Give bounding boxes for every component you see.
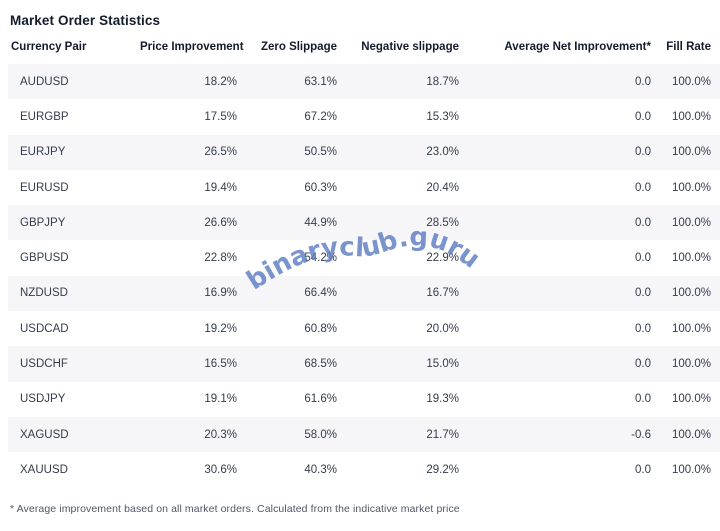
cell-zero-slippage: 66.4%: [304, 287, 337, 300]
cell-price-improvement: 26.6%: [204, 216, 237, 229]
column-header-currency-pair: Currency Pair: [11, 41, 87, 53]
cell-price-improvement: 19.2%: [204, 322, 237, 335]
table-row: XAUUSD 30.6% 40.3% 29.2% 0.0 100.0%: [8, 452, 720, 487]
table-row: NZDUSD 16.9% 66.4% 16.7% 0.0 100.0%: [8, 275, 720, 312]
cell-negative-slippage: 19.3%: [426, 393, 459, 406]
table-row: USDJPY 19.1% 61.6% 19.3% 0.0 100.0%: [8, 382, 720, 417]
cell-negative-slippage: 15.3%: [426, 110, 459, 123]
cell-fill-rate: 100.0%: [671, 393, 711, 406]
cell-currency-pair: XAGUSD: [20, 428, 69, 441]
table-row: GBPUSD 22.8% 54.2% 22.9% 0.0 100.0%: [8, 240, 720, 275]
column-header-avg-net-improvement: Average Net Improvement*: [504, 41, 651, 53]
cell-zero-slippage: 44.9%: [304, 216, 337, 229]
cell-currency-pair: GBPUSD: [20, 252, 69, 265]
cell-fill-rate: 100.0%: [671, 358, 711, 371]
cell-zero-slippage: 60.8%: [304, 322, 337, 335]
table-row: EURUSD 19.4% 60.3% 20.4% 0.0 100.0%: [8, 170, 720, 205]
table-row: EURJPY 26.5% 50.5% 23.0% 0.0 100.0%: [8, 134, 720, 170]
cell-negative-slippage: 29.2%: [426, 463, 459, 476]
cell-negative-slippage: 23.0%: [426, 146, 459, 159]
cell-zero-slippage: 58.0%: [304, 428, 337, 441]
table-header-row: Currency Pair Price Improvement Zero Sli…: [8, 36, 720, 64]
page-title: Market Order Statistics: [10, 13, 161, 28]
cell-fill-rate: 100.0%: [671, 216, 711, 229]
cell-negative-slippage: 22.9%: [426, 252, 459, 265]
cell-fill-rate: 100.0%: [671, 428, 711, 441]
cell-avg-net-improvement: 0.0: [635, 146, 651, 159]
table-row: AUDUSD 18.2% 63.1% 18.7% 0.0 100.0%: [8, 64, 720, 100]
cell-zero-slippage: 60.3%: [304, 181, 337, 194]
cell-fill-rate: 100.0%: [671, 110, 711, 123]
cell-fill-rate: 100.0%: [671, 252, 711, 265]
cell-zero-slippage: 63.1%: [304, 75, 337, 88]
cell-price-improvement: 20.3%: [204, 428, 237, 441]
cell-currency-pair: GBPJPY: [20, 216, 66, 229]
cell-avg-net-improvement: 0.0: [635, 393, 651, 406]
market-order-statistics-table: Currency Pair Price Improvement Zero Sli…: [8, 36, 720, 488]
table-row: USDCAD 19.2% 60.8% 20.0% 0.0 100.0%: [8, 311, 720, 346]
column-header-negative-slippage: Negative slippage: [361, 41, 459, 53]
cell-negative-slippage: 16.7%: [426, 287, 459, 300]
cell-currency-pair: USDCHF: [20, 358, 68, 371]
cell-zero-slippage: 50.5%: [304, 146, 337, 159]
cell-zero-slippage: 61.6%: [304, 393, 337, 406]
cell-currency-pair: NZDUSD: [20, 287, 68, 300]
cell-fill-rate: 100.0%: [671, 181, 711, 194]
cell-avg-net-improvement: -0.6: [631, 428, 651, 441]
cell-avg-net-improvement: 0.0: [635, 216, 651, 229]
cell-zero-slippage: 67.2%: [304, 110, 337, 123]
cell-zero-slippage: 68.5%: [304, 358, 337, 371]
cell-fill-rate: 100.0%: [671, 463, 711, 476]
cell-price-improvement: 19.4%: [204, 181, 237, 194]
cell-price-improvement: 26.5%: [204, 146, 237, 159]
cell-currency-pair: EURUSD: [20, 181, 69, 194]
cell-zero-slippage: 54.2%: [304, 252, 337, 265]
cell-price-improvement: 16.9%: [204, 287, 237, 300]
cell-avg-net-improvement: 0.0: [635, 463, 651, 476]
cell-price-improvement: 18.2%: [204, 75, 237, 88]
cell-currency-pair: XAUUSD: [20, 463, 68, 476]
cell-negative-slippage: 20.0%: [426, 322, 459, 335]
table-row: GBPJPY 26.6% 44.9% 28.5% 0.0 100.0%: [8, 205, 720, 241]
cell-negative-slippage: 21.7%: [426, 428, 459, 441]
cell-fill-rate: 100.0%: [671, 322, 711, 335]
table-row: EURGBP 17.5% 67.2% 15.3% 0.0 100.0%: [8, 99, 720, 134]
cell-fill-rate: 100.0%: [671, 287, 711, 300]
cell-negative-slippage: 20.4%: [426, 181, 459, 194]
cell-avg-net-improvement: 0.0: [635, 358, 651, 371]
cell-currency-pair: EURGBP: [20, 110, 69, 123]
column-header-zero-slippage: Zero Slippage: [260, 41, 337, 53]
cell-negative-slippage: 18.7%: [426, 75, 459, 88]
cell-avg-net-improvement: 0.0: [635, 322, 651, 335]
cell-avg-net-improvement: 0.0: [635, 252, 651, 265]
cell-currency-pair: EURJPY: [20, 146, 66, 159]
cell-currency-pair: USDJPY: [20, 393, 66, 406]
cell-fill-rate: 100.0%: [671, 75, 711, 88]
column-header-price-improvement: Price Improvement: [140, 41, 244, 53]
table-row: XAGUSD 20.3% 58.0% 21.7% -0.6 100.0%: [8, 416, 720, 453]
cell-currency-pair: USDCAD: [20, 322, 69, 335]
table-body: AUDUSD 18.2% 63.1% 18.7% 0.0 100.0% EURGBP 17.5…: [8, 64, 720, 488]
cell-negative-slippage: 15.0%: [426, 358, 459, 371]
cell-avg-net-improvement: 0.0: [635, 75, 651, 88]
table-row: USDCHF 16.5% 68.5% 15.0% 0.0 100.0%: [8, 346, 720, 382]
cell-price-improvement: 30.6%: [204, 463, 237, 476]
column-header-fill-rate: Fill Rate: [666, 41, 711, 53]
cell-fill-rate: 100.0%: [671, 146, 711, 159]
cell-currency-pair: AUDUSD: [20, 75, 69, 88]
cell-negative-slippage: 28.5%: [426, 216, 459, 229]
cell-price-improvement: 16.5%: [204, 358, 237, 371]
cell-price-improvement: 19.1%: [204, 393, 237, 406]
footnote: * Average improvement based on all marke…: [10, 503, 460, 515]
cell-price-improvement: 22.8%: [204, 252, 237, 265]
cell-avg-net-improvement: 0.0: [635, 110, 651, 123]
cell-price-improvement: 17.5%: [204, 110, 237, 123]
cell-avg-net-improvement: 0.0: [635, 287, 651, 300]
cell-avg-net-improvement: 0.0: [635, 181, 651, 194]
cell-zero-slippage: 40.3%: [304, 463, 337, 476]
